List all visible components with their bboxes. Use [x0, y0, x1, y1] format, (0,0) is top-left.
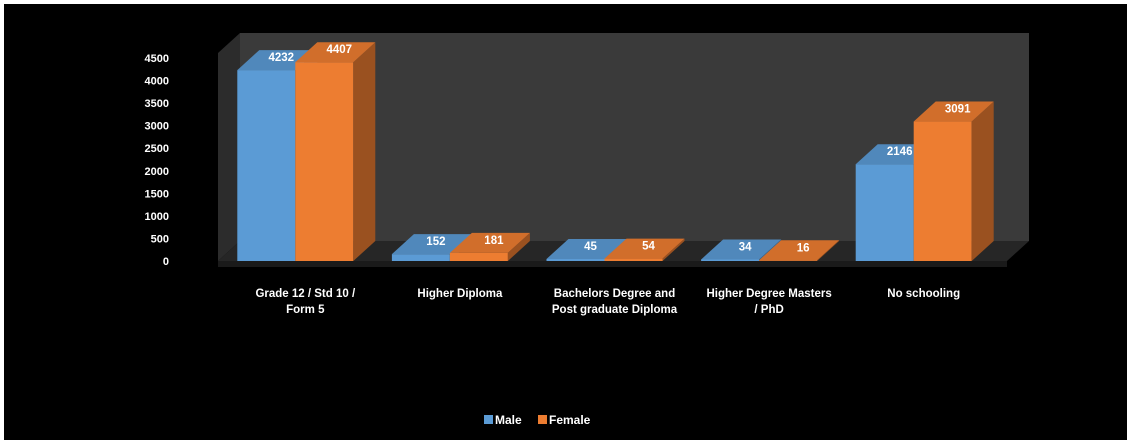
bar-top — [604, 238, 685, 259]
bar-front — [295, 62, 354, 262]
data-label: 45 — [584, 241, 597, 253]
bar-front — [391, 254, 450, 261]
data-label: 152 — [426, 236, 445, 248]
bar-chart: 0 500 1000 1500 2000 2500 3000 3500 4000 4500 423… — [145, 33, 1029, 427]
x-tick-label: Higher Diploma — [417, 288, 503, 300]
bar-front — [913, 121, 972, 261]
data-label: 2146 — [887, 146, 913, 158]
bar-series: 4232 4407 152 181 45 54 34 16 2146 3091 — [237, 42, 994, 262]
legend-swatch — [538, 415, 547, 424]
bar-side — [971, 101, 994, 261]
side-wall — [218, 33, 240, 261]
bar-top — [546, 238, 627, 259]
bar-top — [701, 239, 782, 260]
bar-front — [701, 259, 760, 261]
bar-side — [507, 232, 530, 261]
data-label: 3091 — [945, 104, 971, 116]
bar-front — [855, 164, 914, 261]
data-label: 16 — [797, 242, 810, 254]
y-tick-label: 0 — [163, 256, 169, 268]
bar: 181 — [449, 232, 530, 261]
y-axis: 0 500 1000 1500 2000 2500 3000 3500 4000 4500 — [145, 53, 169, 268]
data-label: 34 — [739, 241, 752, 253]
chart-panel: 0 500 1000 1500 2000 2500 3000 3500 4000 4500 423… — [4, 4, 1127, 440]
bar-front — [546, 258, 605, 261]
data-label: 181 — [484, 235, 504, 247]
bar-side — [662, 238, 685, 261]
x-axis: Grade 12 / Std 10 /Form 5 Higher Diploma B… — [255, 288, 960, 316]
bar-top — [449, 232, 530, 253]
data-label: 4232 — [269, 52, 295, 64]
bar-front — [449, 252, 508, 261]
bar-side — [817, 240, 840, 261]
bar-front — [604, 258, 663, 261]
bar-top — [391, 234, 472, 255]
legend-swatch — [484, 415, 493, 424]
y-tick-label: 3500 — [145, 98, 169, 110]
bar-front — [759, 260, 818, 261]
bar-top — [295, 42, 376, 63]
bar-side — [353, 42, 376, 262]
legend: Male Female — [484, 413, 591, 427]
y-tick-label: 4500 — [145, 53, 169, 65]
bar: 16 — [759, 240, 840, 261]
y-tick-label: 1500 — [145, 188, 169, 200]
y-tick-label: 3000 — [145, 121, 169, 133]
x-tick-label: No schooling — [887, 288, 960, 300]
legend-label: Female — [549, 413, 591, 427]
x-tick-label: Higher Degree Masters / PhD — [706, 288, 831, 316]
y-tick-label: 2500 — [145, 143, 169, 155]
bar-top — [913, 101, 994, 122]
floor-edge — [218, 261, 1007, 267]
bar-top — [759, 240, 840, 261]
y-tick-label: 2000 — [145, 166, 169, 178]
y-tick-label: 500 — [151, 233, 169, 245]
bar: 4407 — [295, 42, 376, 262]
x-tick-label: Grade 12 / Std 10 /Form 5 — [255, 288, 356, 316]
data-label: 54 — [642, 241, 655, 253]
data-label: 4407 — [327, 44, 353, 56]
bar: 54 — [604, 238, 685, 261]
y-tick-label: 4000 — [145, 76, 169, 88]
back-wall — [240, 33, 1029, 241]
x-tick-label: Bachelors Degree and Post graduate Diplom… — [552, 288, 678, 316]
bar-front — [237, 70, 296, 261]
legend-label: Male — [495, 413, 522, 427]
y-tick-label: 1000 — [145, 211, 169, 223]
bar: 3091 — [913, 101, 994, 261]
